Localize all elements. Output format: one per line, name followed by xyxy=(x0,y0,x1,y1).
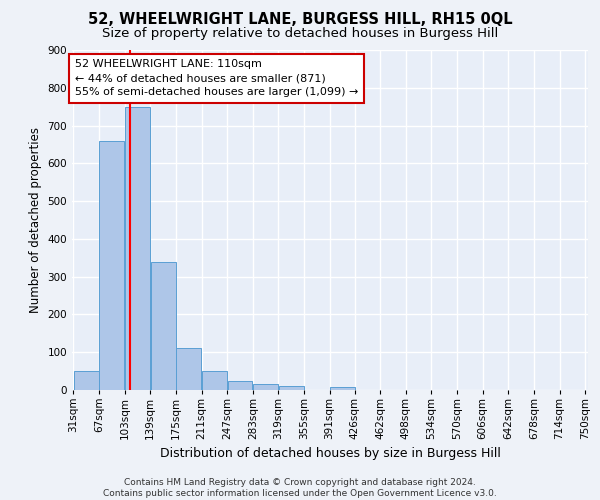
Bar xyxy=(330,387,355,390)
Bar xyxy=(253,384,278,390)
Y-axis label: Number of detached properties: Number of detached properties xyxy=(29,127,42,313)
Text: Contains HM Land Registry data © Crown copyright and database right 2024.
Contai: Contains HM Land Registry data © Crown c… xyxy=(103,478,497,498)
X-axis label: Distribution of detached houses by size in Burgess Hill: Distribution of detached houses by size … xyxy=(160,448,500,460)
Text: 52 WHEELWRIGHT LANE: 110sqm
← 44% of detached houses are smaller (871)
55% of se: 52 WHEELWRIGHT LANE: 110sqm ← 44% of det… xyxy=(75,60,358,98)
Bar xyxy=(100,140,124,390)
Bar xyxy=(202,371,227,390)
Bar xyxy=(279,386,304,390)
Bar xyxy=(227,380,253,390)
Text: Size of property relative to detached houses in Burgess Hill: Size of property relative to detached ho… xyxy=(102,28,498,40)
Bar xyxy=(176,348,201,390)
Bar xyxy=(74,371,98,390)
Bar xyxy=(125,106,150,390)
Text: 52, WHEELWRIGHT LANE, BURGESS HILL, RH15 0QL: 52, WHEELWRIGHT LANE, BURGESS HILL, RH15… xyxy=(88,12,512,28)
Bar xyxy=(151,262,176,390)
